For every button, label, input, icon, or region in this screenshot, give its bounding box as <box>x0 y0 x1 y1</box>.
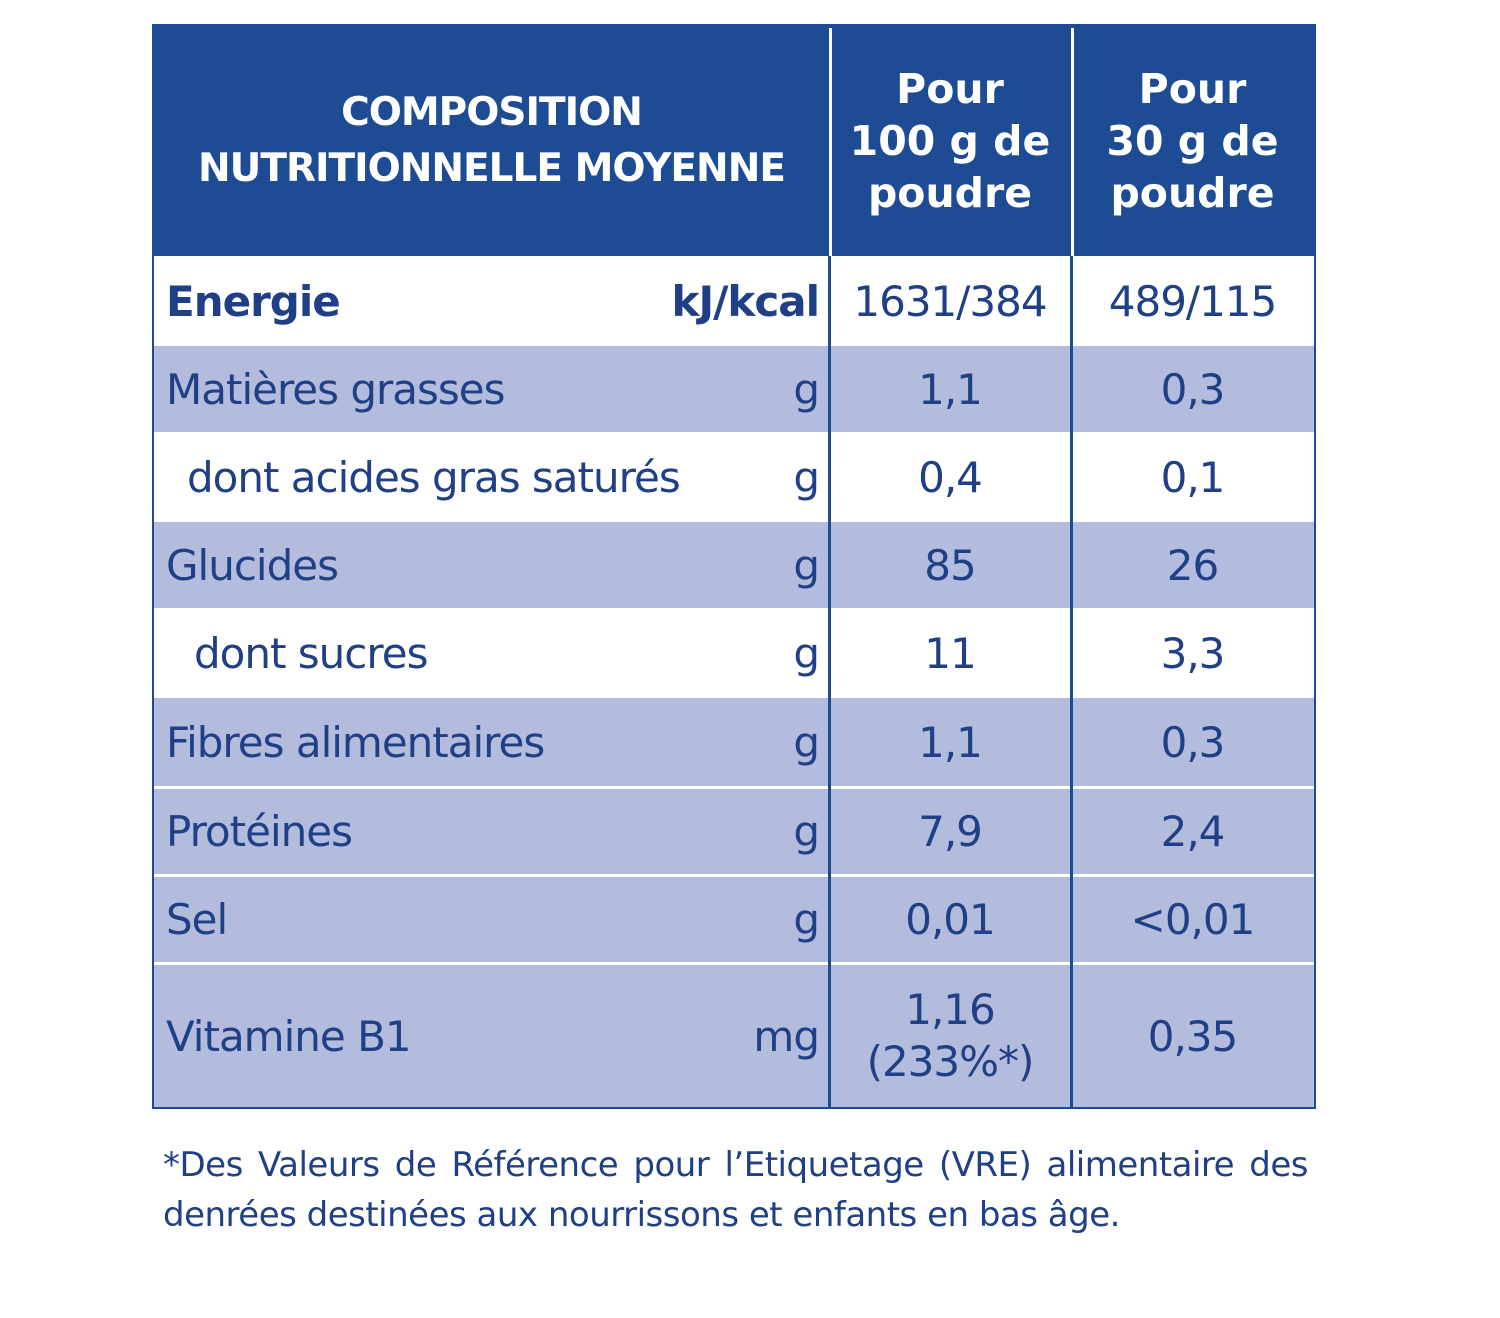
row-value-per-100g: 0,4 <box>918 452 983 502</box>
row-label: Sel <box>166 895 228 944</box>
value-main: 1,16 <box>905 985 996 1034</box>
header-col2-line2: 30 g de <box>1106 117 1279 165</box>
header-divider <box>829 28 832 256</box>
row-unit: g <box>793 628 820 678</box>
header-per-100g: Pour 100 g de poudre <box>829 26 1071 256</box>
row-value-per-30g: 3,3 <box>1160 628 1226 678</box>
header-col2-line1: Pour <box>1138 65 1247 113</box>
row-value-per-30g: <0,01 <box>1130 895 1256 944</box>
row-unit: g <box>793 452 820 502</box>
table-row-sel: Sel g 0,01 <0,01 <box>154 877 1314 962</box>
row-unit: g <box>793 364 820 414</box>
table-row-vitamine-b1: Vitamine B1 mg 1,16 (233%*) 0,35 <box>154 965 1314 1107</box>
row-label: Energie <box>166 276 341 326</box>
table-row-glucides: Glucides g 85 26 <box>154 522 1314 608</box>
row-value-per-100g: 1,16 (233%*) <box>829 965 1071 1107</box>
row-value-per-100g: 1,1 <box>918 717 983 767</box>
table-row-matieres-grasses: Matières grasses g 1,1 0,3 <box>154 346 1314 432</box>
row-value-per-30g: 26 <box>1166 540 1219 590</box>
row-value-per-30g: 2,4 <box>1160 807 1226 856</box>
table-row-sucres: dont sucres g 11 3,3 <box>154 608 1314 698</box>
row-unit: g <box>793 895 820 944</box>
row-unit: kJ/kcal <box>671 276 820 326</box>
header-title-line2: NUTRITIONNELLE MOYENNE <box>198 146 786 191</box>
table-row-energie: Energie kJ/kcal 1631/384 489/115 <box>154 256 1314 346</box>
row-label: Glucides <box>166 540 339 590</box>
row-value-per-100g: 0,01 <box>905 895 996 944</box>
row-value-per-30g: 0,35 <box>1147 1011 1239 1061</box>
header-title-line1: COMPOSITION <box>341 90 643 135</box>
header-divider <box>1071 28 1074 256</box>
row-divider <box>154 962 1314 965</box>
table-row-fibres: Fibres alimentaires g 1,1 0,3 <box>154 698 1314 786</box>
row-unit: g <box>793 717 820 767</box>
header-col1-line1: Pour <box>896 65 1004 113</box>
row-label: dont acides gras saturés <box>187 452 681 502</box>
header-col1-line3: poudre <box>867 169 1033 217</box>
row-label: Protéines <box>166 807 353 856</box>
footnote: *Des Valeurs de Référence pour l’Etiquet… <box>163 1145 1309 1235</box>
header-per-30g: Pour 30 g de poudre <box>1071 26 1314 256</box>
row-value-per-30g: 489/115 <box>1108 276 1277 326</box>
row-value-per-100g: 7,9 <box>918 807 983 856</box>
column-divider <box>1070 256 1073 1107</box>
row-divider <box>154 786 1314 789</box>
header-col1-line2: 100 g de <box>849 117 1051 165</box>
row-unit: mg <box>753 1011 820 1061</box>
row-value-per-100g: 85 <box>924 540 976 590</box>
column-divider <box>828 256 831 1107</box>
row-value-per-30g: 0,3 <box>1160 364 1226 414</box>
nutrition-table: COMPOSITION NUTRITIONNELLE MOYENNE Pour … <box>152 24 1316 1109</box>
table-header: COMPOSITION NUTRITIONNELLE MOYENNE Pour … <box>154 26 1314 256</box>
row-label: Matières grasses <box>166 364 506 414</box>
row-divider <box>154 874 1314 877</box>
row-value-per-30g: 0,3 <box>1160 717 1226 767</box>
row-label: dont sucres <box>194 628 428 678</box>
table-row-proteines: Protéines g 7,9 2,4 <box>154 789 1314 874</box>
value-note: (233%*) <box>866 1037 1035 1086</box>
row-label: Fibres alimentaires <box>166 717 545 767</box>
row-value-per-100g: 1,1 <box>918 364 983 414</box>
header-title: COMPOSITION NUTRITIONNELLE MOYENNE <box>154 26 829 256</box>
row-unit: g <box>793 540 820 590</box>
row-label: Vitamine B1 <box>166 1011 412 1061</box>
row-value-per-100g: 11 <box>924 628 976 678</box>
row-value-per-30g: 0,1 <box>1160 452 1226 502</box>
table-row-acides-gras-satures: dont acides gras saturés g 0,4 0,1 <box>154 432 1314 522</box>
header-col2-line3: poudre <box>1110 169 1275 217</box>
row-unit: g <box>793 807 820 856</box>
row-value-per-100g: 1631/384 <box>853 276 1047 326</box>
